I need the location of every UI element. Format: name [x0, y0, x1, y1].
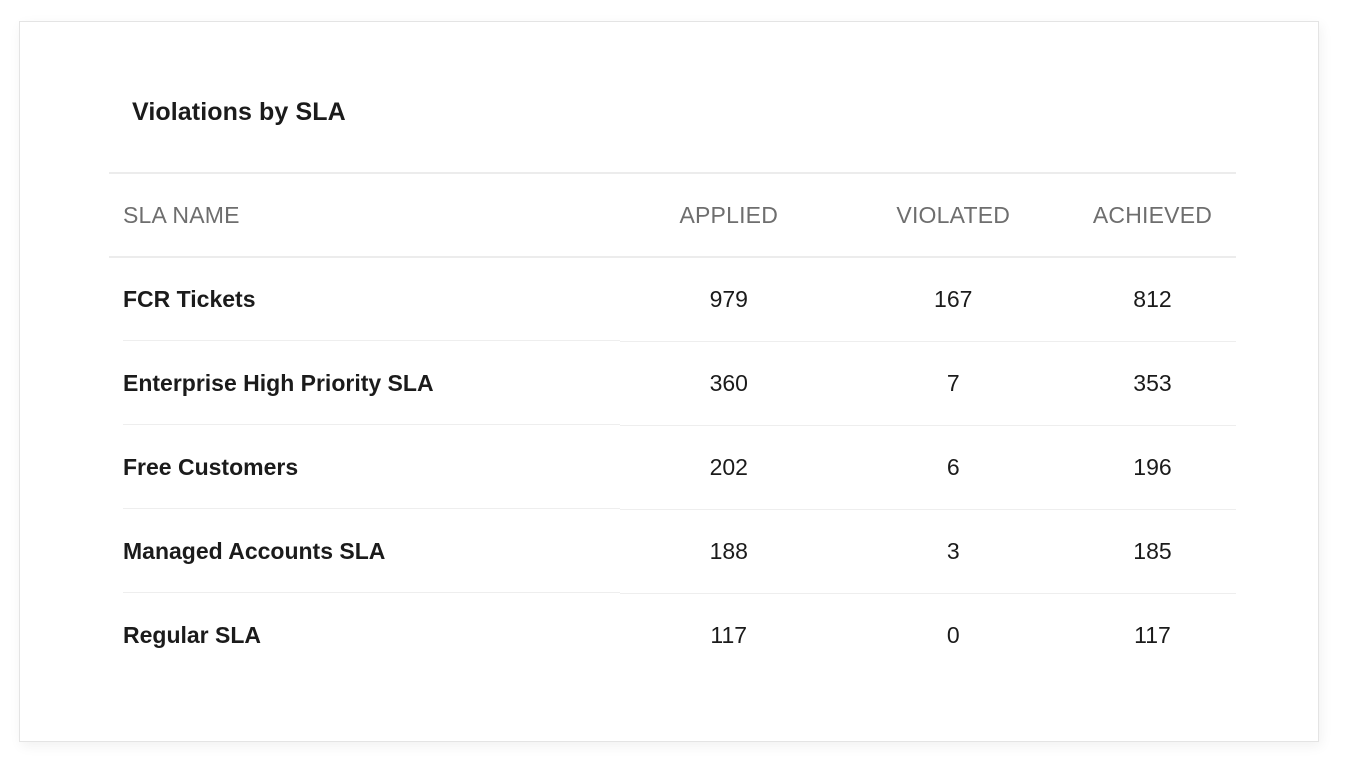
table-row: Regular SLA 117 0 117 [109, 593, 1236, 677]
sla-name-cell: Free Customers [109, 425, 621, 509]
achieved-cell: 117 [1134, 621, 1171, 648]
card-title: Violations by SLA [132, 98, 346, 126]
achieved-cell: 812 [1068, 257, 1236, 342]
table-row: Enterprise High Priority SLA 360 7 353 [109, 341, 1236, 426]
applied-cell: 188 [620, 509, 838, 594]
violations-card: Violations by SLA SLA NAME APPLIED VIOLA… [19, 21, 1319, 742]
achieved-cell: 196 [1068, 425, 1236, 510]
table-row: Free Customers 202 6 196 [109, 425, 1236, 510]
sla-name-cell: Regular SLA [123, 621, 262, 648]
column-header-applied: APPLIED [620, 172, 838, 258]
violated-cell: 167 [837, 257, 1069, 342]
violated-cell: 6 [837, 425, 1069, 510]
applied-cell: 979 [620, 257, 838, 342]
achieved-cell: 185 [1068, 509, 1236, 594]
header-row: SLA NAME APPLIED VIOLATED ACHIEVED [109, 172, 1236, 258]
table-row: Managed Accounts SLA 188 3 185 [109, 509, 1236, 594]
table-body: FCR Tickets 979 167 812 Enterprise High … [109, 257, 1236, 677]
applied-cell: 360 [620, 341, 838, 426]
table-row: FCR Tickets 979 167 812 [109, 257, 1236, 342]
violated-cell: 0 [946, 621, 960, 648]
sla-name-cell: FCR Tickets [109, 257, 621, 341]
column-header-violated: VIOLATED [837, 172, 1069, 258]
sla-name-cell: Managed Accounts SLA [109, 509, 621, 593]
table-header: SLA NAME APPLIED VIOLATED ACHIEVED [109, 172, 1236, 258]
column-header-achieved: ACHIEVED [1068, 172, 1236, 258]
sla-name-cell: Enterprise High Priority SLA [109, 341, 621, 425]
violated-cell: 3 [837, 509, 1069, 594]
column-header-sla-name: SLA NAME [109, 172, 621, 258]
applied-cell: 117 [710, 621, 748, 648]
sla-table: SLA NAME APPLIED VIOLATED ACHIEVED FCR T… [109, 172, 1236, 677]
violated-cell: 7 [837, 341, 1069, 426]
achieved-cell: 353 [1068, 341, 1236, 426]
applied-cell: 202 [620, 425, 838, 510]
